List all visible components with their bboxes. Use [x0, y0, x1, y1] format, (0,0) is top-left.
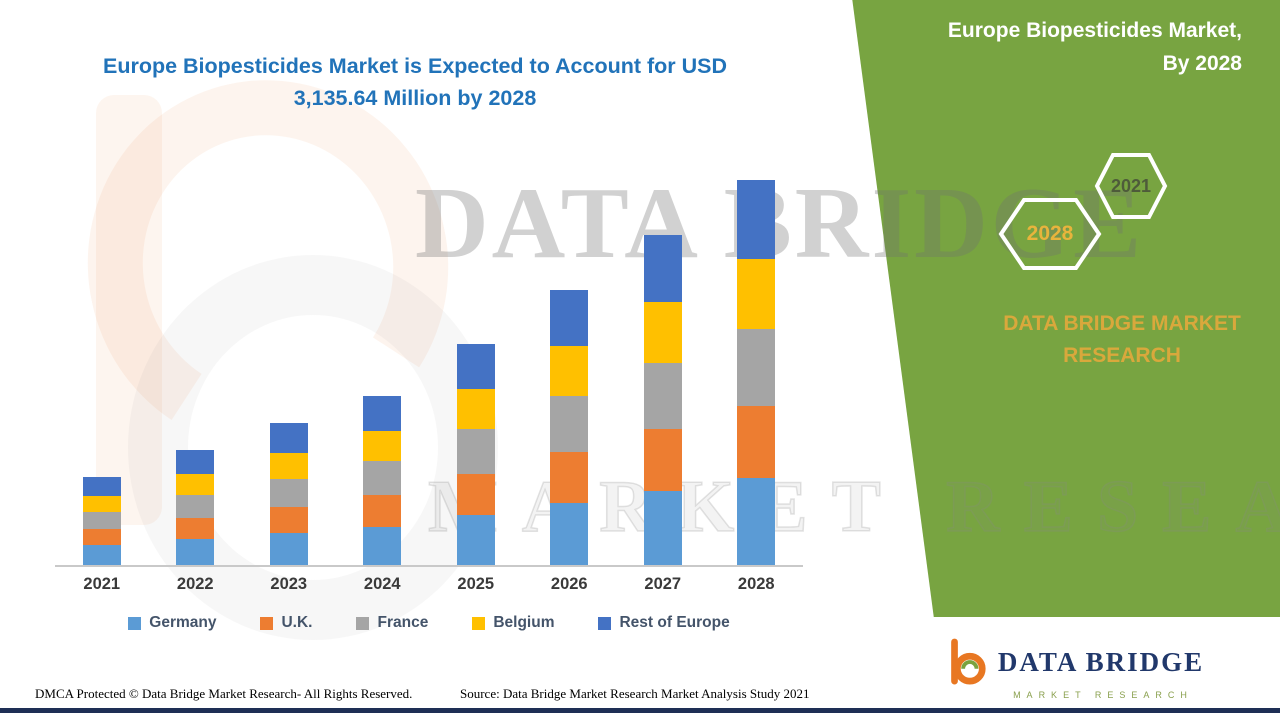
bar-segment-rest-of-europe — [550, 290, 589, 346]
hexagon-2021-label: 2021 — [1110, 175, 1152, 196]
bar-2022 — [176, 160, 215, 565]
logo-wordmark: DATA BRIDGE — [997, 646, 1205, 677]
legend: Germany U.K. France Belgium Rest of Europe — [55, 614, 803, 632]
legend-label: Rest of Europe — [619, 614, 730, 631]
bar-segment-france — [550, 396, 589, 452]
bar-segment-belgium — [363, 430, 402, 462]
bar-segment-rest-of-europe — [176, 450, 215, 475]
bar-segment-germany — [456, 515, 495, 565]
bar-segment-germany — [737, 478, 776, 565]
legend-swatch-icon — [472, 616, 486, 630]
legend-item-france: France — [356, 614, 428, 632]
bar-segment-france — [363, 461, 402, 496]
bar-segment-france — [456, 429, 495, 474]
stacked-bar-chart: 2021 2022 2023 2024 2025 2026 2027 2028 Germany… — [55, 160, 803, 632]
data-bridge-logo-card: DATA BRIDGE MARKET RESEARCH — [868, 617, 1280, 720]
x-axis-label-2024: 2024 — [363, 575, 401, 593]
footer-divider — [0, 708, 1280, 713]
bar-segment-u-k- — [550, 451, 589, 504]
bar-segment-belgium — [176, 474, 215, 496]
bar-segment-belgium — [456, 388, 495, 430]
x-axis-label-2022: 2022 — [176, 575, 214, 593]
hexagon-2028-label: 2028 — [1026, 222, 1074, 245]
bar-2025 — [456, 160, 495, 565]
legend-label: Belgium — [493, 614, 555, 631]
bar-2021 — [82, 160, 121, 565]
legend-item-u-k-: U.K. — [260, 614, 312, 632]
bar-segment-u-k- — [363, 495, 402, 527]
legend-label: U.K. — [281, 614, 313, 631]
bar-2026 — [550, 160, 589, 565]
bar-segment-germany — [82, 545, 121, 565]
hexagon-outline-icon — [1094, 153, 1168, 219]
hexagon-2028: 2028 — [998, 197, 1102, 271]
bar-segment-rest-of-europe — [269, 423, 308, 453]
bar-segment-france — [269, 478, 308, 507]
bar-segment-rest-of-europe — [643, 234, 682, 303]
chart-title-line1: Europe Biopesticides Market is Expected … — [102, 54, 728, 78]
legend-swatch-icon — [260, 616, 274, 630]
bar-segment-belgium — [643, 302, 682, 363]
bar-2023 — [269, 160, 308, 565]
legend-item-rest-of-europe: Rest of Europe — [598, 614, 730, 632]
bar-segment-rest-of-europe — [737, 180, 776, 259]
legend-swatch-icon — [598, 616, 612, 630]
logo-row: DATA BRIDGE — [944, 637, 1204, 687]
legend-label: Germany — [149, 614, 217, 631]
panel-heading-line2: By 2028 — [1162, 51, 1242, 75]
bar-segment-germany — [176, 539, 215, 565]
hexagon-outline-icon — [998, 198, 1102, 270]
bar-segment-france — [176, 495, 215, 518]
bar-segment-germany — [643, 490, 682, 565]
hexagon-2021: 2021 — [1094, 152, 1168, 220]
bar-segment-belgium — [82, 495, 121, 512]
x-axis-label-2021: 2021 — [83, 575, 121, 593]
bar-segment-belgium — [737, 258, 776, 329]
x-axis-label-2023: 2023 — [270, 575, 308, 593]
panel-heading-line1: Europe Biopesticides Market, — [947, 19, 1242, 42]
legend-label: France — [377, 614, 429, 631]
logo-subtitle: MARKET RESEARCH — [1013, 690, 1193, 700]
bars-area — [55, 160, 803, 567]
bar-segment-rest-of-europe — [363, 395, 402, 431]
bar-segment-germany — [550, 503, 589, 565]
x-axis-label-2025: 2025 — [457, 575, 495, 593]
x-axis-labels: 2021 2022 2023 2024 2025 2026 2027 2028 — [55, 575, 803, 594]
chart-title-line2: 3,135.64 Million by 2028 — [293, 86, 537, 111]
bar-segment-france — [82, 511, 121, 529]
panel-heading: Europe Biopesticides Market, By 2028 — [948, 15, 1242, 80]
x-axis-label-2028: 2028 — [737, 575, 775, 593]
panel-brand-line1: DATA BRIDGE MARKET — [1003, 312, 1241, 335]
bar-segment-belgium — [550, 345, 589, 397]
bar-2024 — [363, 160, 402, 565]
bar-segment-rest-of-europe — [456, 343, 495, 389]
legend-swatch-icon — [128, 616, 142, 630]
legend-item-germany: Germany — [128, 614, 216, 632]
bar-segment-france — [737, 328, 776, 407]
bar-segment-rest-of-europe — [82, 477, 121, 496]
bar-2028 — [737, 160, 776, 565]
bar-segment-u-k- — [82, 528, 121, 546]
chart-title: Europe Biopesticides Market is Expected … — [85, 50, 745, 115]
x-axis-label-2027: 2027 — [644, 575, 682, 593]
bar-segment-u-k- — [737, 406, 776, 479]
bar-segment-u-k- — [643, 428, 682, 491]
data-bridge-logo-icon — [951, 638, 986, 685]
bar-segment-u-k- — [456, 473, 495, 516]
legend-swatch-icon — [356, 616, 370, 630]
panel-brand-line2: RESEARCH — [1063, 343, 1181, 367]
bar-segment-u-k- — [269, 506, 308, 534]
footer-source-text: Source: Data Bridge Market Research Mark… — [460, 686, 810, 701]
bar-segment-france — [643, 362, 682, 429]
bar-segment-belgium — [269, 452, 308, 479]
legend-item-belgium: Belgium — [472, 614, 554, 632]
footer-dmca-text: DMCA Protected © Data Bridge Market Rese… — [35, 686, 413, 701]
bar-segment-germany — [363, 526, 402, 565]
bar-segment-germany — [269, 533, 308, 565]
bar-segment-u-k- — [176, 517, 215, 540]
x-axis-label-2026: 2026 — [550, 575, 588, 593]
bar-2027 — [643, 160, 682, 565]
panel-brand-text: DATA BRIDGE MARKET RESEARCH — [990, 308, 1254, 371]
